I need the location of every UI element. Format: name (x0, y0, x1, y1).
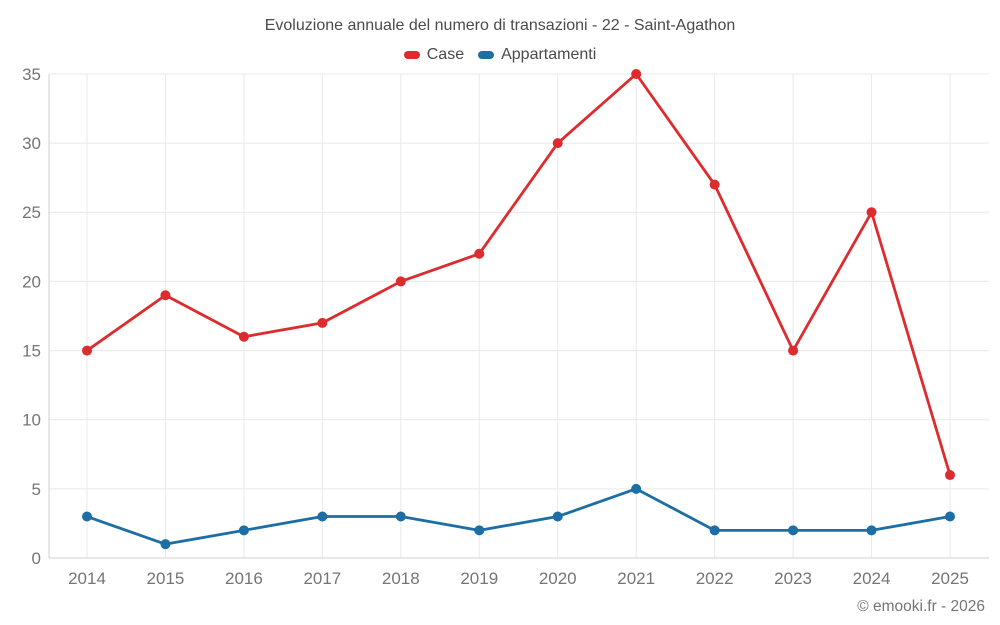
x-tick-label: 2023 (774, 569, 812, 588)
case-line (85, 72, 952, 477)
case-point (395, 276, 406, 287)
x-tick-label: 2017 (303, 569, 341, 588)
case-point (945, 470, 955, 481)
appartamenti-point (82, 511, 92, 522)
case-point (866, 207, 877, 218)
legend-item-case[interactable]: Case (403, 46, 465, 64)
x-tick-label: 2020 (539, 569, 577, 588)
x-tick-label: 2014 (68, 569, 106, 588)
appartamenti-point (552, 511, 563, 522)
case-point (160, 290, 171, 301)
appartamenti-point (945, 511, 955, 522)
case-point (82, 345, 92, 356)
y-tick-label: 0 (32, 549, 41, 568)
appartamenti-point (317, 511, 328, 522)
appartamenti-point (395, 511, 406, 522)
y-tick-label: 20 (22, 272, 41, 291)
appartamenti-point (160, 539, 171, 550)
case-point (788, 345, 799, 356)
legend: Case Appartamenti (0, 46, 1000, 64)
appartamenti-point (709, 525, 720, 536)
legend-label-appartamenti: Appartamenti (501, 46, 597, 63)
appartamenti-point (238, 525, 249, 536)
case-point (552, 138, 563, 149)
legend-label-case: Case (426, 46, 465, 63)
appartamenti-series-swatch (478, 51, 495, 59)
case-point (317, 317, 328, 328)
appartamenti-point (866, 525, 877, 536)
y-tick-label: 15 (22, 342, 41, 361)
x-tick-label: 2018 (382, 569, 420, 588)
x-tick-label: 2019 (460, 569, 498, 588)
appartamenti-line (85, 487, 952, 546)
y-tick-label: 30 (22, 134, 41, 153)
x-tick-label: 2022 (696, 569, 734, 588)
appartamenti-point (631, 483, 642, 494)
x-tick-label: 2021 (617, 569, 655, 588)
case-point (631, 69, 642, 79)
y-tick-label: 35 (22, 65, 41, 84)
case-point (709, 179, 720, 190)
case-series-swatch (403, 51, 420, 59)
appartamenti-point (788, 525, 799, 536)
x-tick-label: 2016 (225, 569, 263, 588)
x-tick-label: 2015 (147, 569, 185, 588)
y-tick-label: 25 (22, 203, 41, 222)
y-tick-label: 10 (22, 411, 41, 430)
legend-item-appartamenti[interactable]: Appartamenti (478, 46, 596, 64)
case-point (474, 248, 485, 259)
appartamenti-point (474, 525, 485, 536)
x-tick-label: 2025 (931, 569, 969, 588)
case-point (238, 331, 249, 342)
x-tick-label: 2024 (853, 569, 891, 588)
chart-title: Evoluzione annuale del numero di transaz… (264, 17, 736, 34)
copyright-credit: © emooki.fr - 2026 (857, 598, 985, 615)
y-tick-label: 5 (32, 480, 41, 499)
